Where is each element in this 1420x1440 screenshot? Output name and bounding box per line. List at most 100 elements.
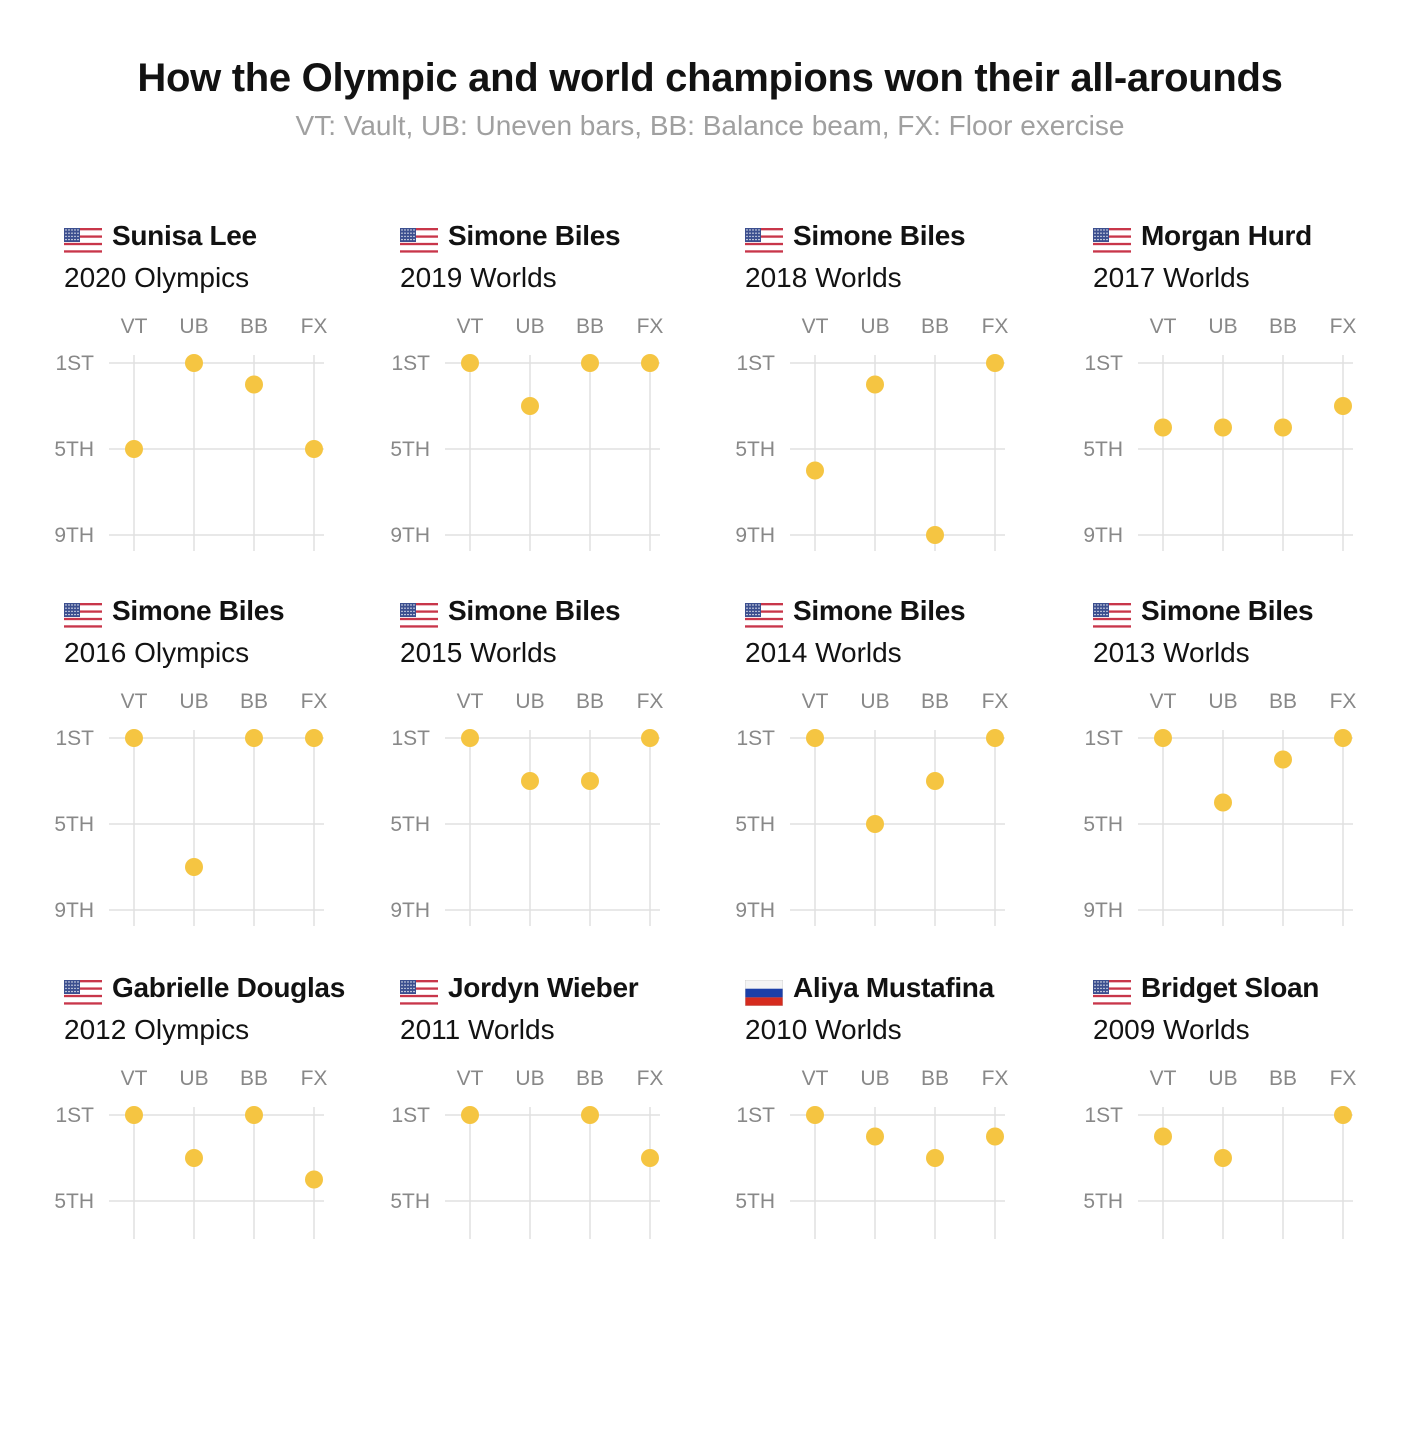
- apparatus-label: FX: [301, 690, 328, 713]
- apparatus-label: UB: [860, 1067, 889, 1090]
- rank-tick-label: 9TH: [735, 899, 775, 922]
- apparatus-label: VT: [1150, 315, 1177, 338]
- rank-dot: [1154, 418, 1172, 437]
- apparatus-label: UB: [860, 690, 889, 713]
- panel-header: Aliya Mustafina 2010 Worlds: [745, 970, 1075, 1060]
- rank-tick-label: 1ST: [55, 352, 94, 375]
- rank-dot: [305, 1170, 323, 1189]
- usa-flag-icon: [1093, 603, 1131, 629]
- event-name: 2015 Worlds: [400, 637, 557, 668]
- rank-dot: [521, 772, 539, 790]
- rank-dot: [641, 729, 659, 747]
- usa-flag-icon: [1093, 228, 1131, 254]
- usa-flag-icon: [400, 603, 438, 629]
- apparatus-label: FX: [982, 1067, 1009, 1090]
- rank-tick-label: 9TH: [390, 899, 430, 922]
- event-name: 2016 Olympics: [64, 637, 250, 668]
- rank-dot: [1154, 729, 1172, 747]
- rank-dot: [1334, 1106, 1352, 1124]
- rank-tick-label: 1ST: [736, 727, 775, 750]
- rank-dot: [926, 1149, 944, 1167]
- athlete-name: Simone Biles: [448, 220, 621, 251]
- rank-dot: [125, 440, 143, 458]
- rank-tick-label: 9TH: [1083, 899, 1123, 922]
- rank-tick-label: 5TH: [735, 438, 775, 461]
- event-name: 2010 Worlds: [745, 1014, 902, 1045]
- athlete-panel: Bridget Sloan 2009 Worlds 1ST 5TH VT UB BB FX: [1083, 970, 1420, 1350]
- event-name: 2012 Olympics: [64, 1014, 250, 1045]
- rank-tick-label: 5TH: [390, 438, 430, 461]
- apparatus-label: BB: [1269, 690, 1297, 713]
- rank-plot: 1ST 5TH 9TH VT UB BB FX: [1083, 315, 1357, 551]
- rank-tick-label: 1ST: [736, 1104, 775, 1127]
- rank-tick-label: 9TH: [390, 524, 430, 547]
- rank-tick-label: 5TH: [390, 1190, 430, 1213]
- rank-dot: [521, 397, 539, 415]
- apparatus-label: UB: [179, 1067, 208, 1090]
- athlete-panel: Sunisa Lee 2020 Olympics 1ST 5TH 9TH VT UB BB FX: [54, 218, 394, 598]
- rank-dot: [1214, 418, 1232, 437]
- apparatus-label: FX: [1330, 1067, 1357, 1090]
- rank-plot: 1ST 5TH 9TH VT UB BB FX: [735, 690, 1008, 926]
- rank-tick-label: 5TH: [54, 813, 94, 836]
- rank-tick-label: 1ST: [391, 727, 430, 750]
- rank-plot: 1ST 5TH VT UB BB FX: [735, 1067, 1009, 1239]
- apparatus-label: VT: [802, 690, 829, 713]
- usa-flag-icon: [1093, 980, 1131, 1006]
- apparatus-label: UB: [515, 315, 544, 338]
- rank-plot: 1ST 5TH 9TH VT UB BB FX: [390, 690, 663, 926]
- chart-title: How the Olympic and world champions won …: [137, 56, 1283, 100]
- apparatus-label: FX: [301, 1067, 328, 1090]
- rank-dot: [1274, 418, 1292, 437]
- rank-tick-label: 5TH: [1083, 1190, 1123, 1213]
- athlete-panel: Simone Biles 2018 Worlds 1ST 5TH 9TH VT UB BB FX: [735, 218, 1075, 598]
- event-name: 2018 Worlds: [745, 262, 902, 293]
- rank-dot: [641, 354, 659, 372]
- rank-tick-label: 1ST: [1084, 727, 1123, 750]
- panel-header: Jordyn Wieber 2011 Worlds: [400, 970, 730, 1060]
- rank-plot: 1ST 5TH VT UB BB FX: [54, 1067, 328, 1239]
- rank-dot: [185, 858, 203, 876]
- apparatus-label: FX: [637, 315, 664, 338]
- apparatus-label: BB: [240, 1067, 268, 1090]
- rank-tick-label: 9TH: [54, 899, 94, 922]
- apparatus-label: UB: [515, 690, 544, 713]
- apparatus-label: VT: [1150, 690, 1177, 713]
- rank-plot: 1ST 5TH VT UB BB FX: [390, 1067, 663, 1239]
- rank-dot: [125, 1106, 143, 1124]
- apparatus-label: VT: [802, 1067, 829, 1090]
- rank-plot: 1ST 5TH 9TH VT UB BB FX: [54, 315, 328, 551]
- rank-tick-label: 1ST: [55, 1104, 94, 1127]
- usa-flag-icon: [64, 603, 102, 629]
- rank-dot: [866, 815, 884, 833]
- panel-header: Sunisa Lee 2020 Olympics: [64, 218, 394, 308]
- rank-plot: 1ST 5TH 9TH VT UB BB FX: [390, 315, 664, 551]
- panel-header: Simone Biles 2014 Worlds: [745, 593, 1075, 683]
- apparatus-label: FX: [301, 315, 328, 338]
- panel-header: Morgan Hurd 2017 Worlds: [1093, 218, 1420, 308]
- rank-dot: [806, 729, 824, 747]
- rank-tick-label: 1ST: [391, 352, 430, 375]
- rank-tick-label: 9TH: [735, 524, 775, 547]
- apparatus-label: BB: [240, 315, 268, 338]
- rank-tick-label: 5TH: [54, 1190, 94, 1213]
- apparatus-label: FX: [1330, 315, 1357, 338]
- athlete-name: Jordyn Wieber: [448, 972, 639, 1003]
- apparatus-label: BB: [921, 1067, 949, 1090]
- apparatus-label: VT: [457, 1067, 484, 1090]
- apparatus-label: BB: [1269, 1067, 1297, 1090]
- athlete-name: Simone Biles: [448, 595, 621, 626]
- athlete-name: Bridget Sloan: [1141, 972, 1320, 1003]
- athlete-name: Simone Biles: [1141, 595, 1314, 626]
- panel-header: Simone Biles 2015 Worlds: [400, 593, 730, 683]
- rank-plot: 1ST 5TH VT UB BB FX: [1083, 1067, 1357, 1239]
- apparatus-label: VT: [121, 1067, 148, 1090]
- rank-dot: [1334, 397, 1352, 415]
- athlete-name: Simone Biles: [793, 220, 966, 251]
- panel-header: Simone Biles 2019 Worlds: [400, 218, 730, 308]
- athlete-panel: Simone Biles 2019 Worlds 1ST 5TH 9TH VT UB BB FX: [390, 218, 730, 598]
- rank-tick-label: 1ST: [1084, 1104, 1123, 1127]
- usa-flag-icon: [745, 228, 783, 254]
- rank-dot: [245, 1106, 263, 1124]
- rank-dot: [866, 1127, 884, 1146]
